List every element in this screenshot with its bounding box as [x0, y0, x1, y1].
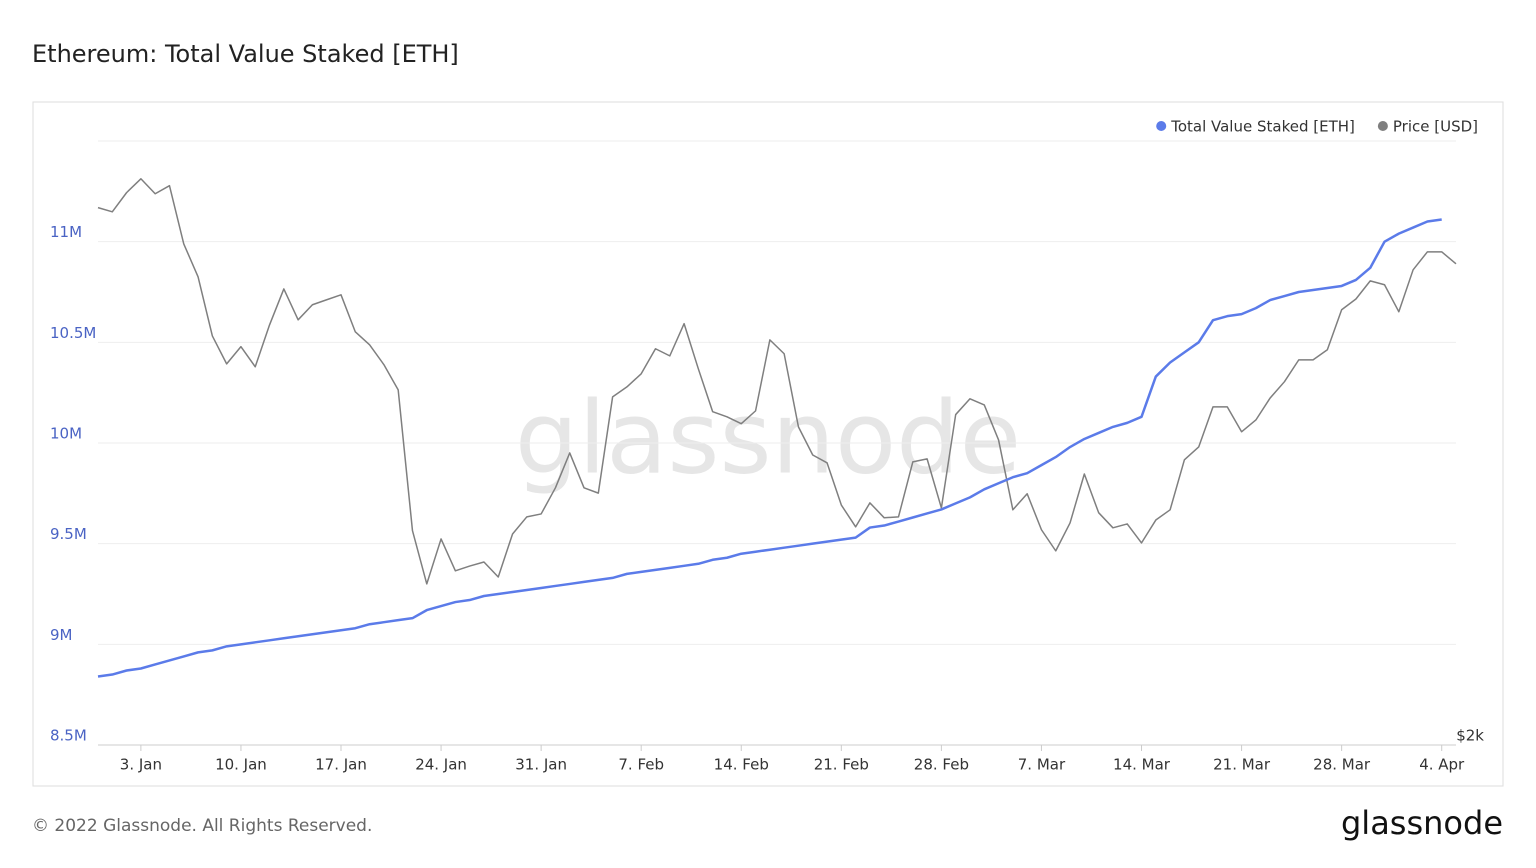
x-tick-label: 28. Feb	[914, 756, 969, 774]
y-tick-label: 9M	[50, 626, 73, 644]
x-tick-label: 14. Feb	[714, 756, 769, 774]
y-tick-label: 9.5M	[50, 525, 87, 543]
logo: glassnode	[1341, 804, 1503, 842]
x-tick-label: 10. Jan	[215, 756, 267, 774]
legend-label: Total Value Staked [ETH]	[1170, 118, 1355, 136]
series-line	[97, 178, 1457, 585]
y2-tick-label: $2k	[1456, 727, 1484, 745]
legend-swatch	[1156, 121, 1167, 131]
y-tick-label: 10M	[50, 425, 82, 443]
plot: 8.5M 9M 9.5M 10M 10.5M 11M $2k 3. Jan 10. Jan 17.…	[50, 118, 1484, 774]
legend-swatch	[1377, 121, 1388, 131]
footer: © 2022 Glassnode. All Rights Reserved.	[32, 816, 372, 836]
watermark: glassnode	[515, 379, 1021, 496]
chart-frame	[32, 101, 1504, 787]
x-tick-label: 28. Mar	[1313, 756, 1371, 774]
x-tick-label: 14. Mar	[1113, 756, 1171, 774]
y-tick-label: 10.5M	[50, 324, 96, 342]
x-tick-label: 17. Jan	[315, 756, 367, 774]
x-tick-label: 21. Feb	[814, 756, 869, 774]
x-tick-label: 31. Jan	[515, 756, 567, 774]
x-tick-label: 21. Mar	[1213, 756, 1271, 774]
x-tick-label: 7. Feb	[618, 756, 664, 774]
y-tick-label: 8.5M	[50, 727, 87, 745]
x-tick-label: 7. Mar	[1018, 756, 1066, 774]
y-tick-label: 11M	[50, 223, 82, 241]
x-tick-label: 24. Jan	[415, 756, 467, 774]
x-tick-label: 4. Apr	[1419, 756, 1465, 774]
series-line	[97, 218, 1442, 678]
legend-label: Price [USD]	[1393, 118, 1478, 136]
chart-title: Ethereum: Total Value Staked [ETH]	[32, 40, 459, 68]
x-tick-label: 3. Jan	[120, 756, 162, 774]
